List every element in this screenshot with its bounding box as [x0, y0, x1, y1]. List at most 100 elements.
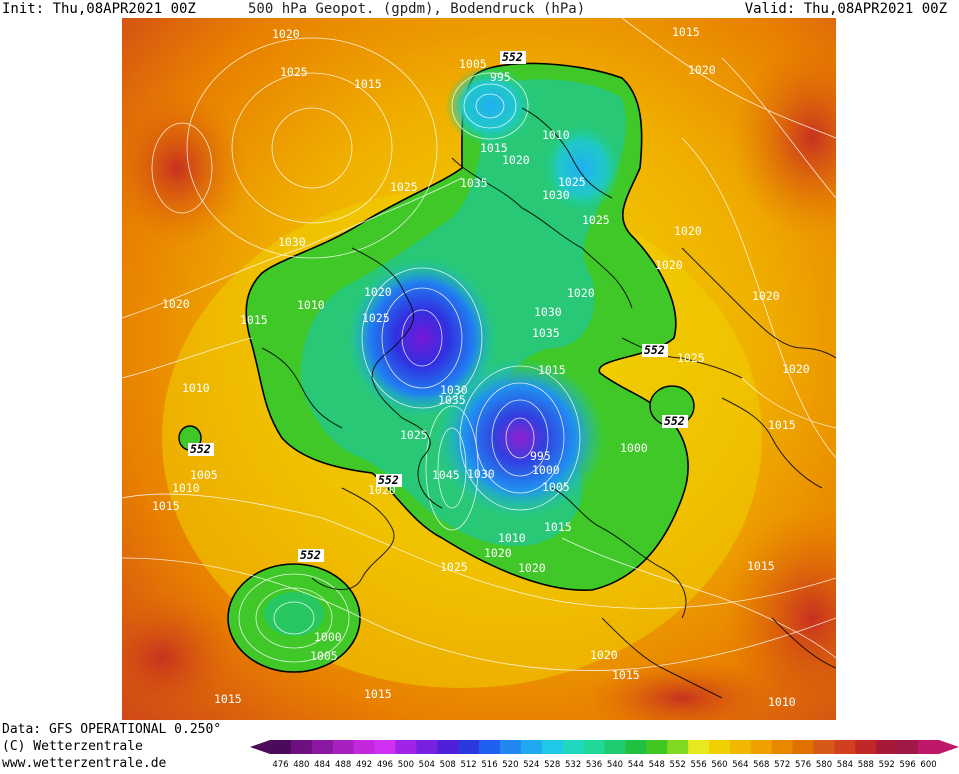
- legend-swatch: [353, 740, 376, 754]
- legend-swatch: [395, 740, 417, 754]
- valid-time-label: Valid: Thu,08APR2021 00Z: [744, 1, 947, 17]
- low-east-siberia: [435, 358, 605, 518]
- height-552-label: 552: [642, 343, 668, 357]
- pressure-label: 1010: [768, 695, 796, 709]
- legend-tick-label: 568: [753, 760, 769, 770]
- pressure-label: 1015: [768, 418, 796, 432]
- legend-tick-label: 520: [502, 760, 518, 770]
- svg-text:552: 552: [190, 442, 211, 456]
- pressure-label: 1035: [438, 393, 466, 407]
- warm-anomaly-nw: [122, 88, 247, 248]
- pressure-label: 1020: [567, 286, 595, 300]
- coastlines: [261, 107, 836, 699]
- svg-text:552: 552: [644, 343, 665, 357]
- pressure-label: 1020: [752, 289, 780, 303]
- pressure-label: 1015: [152, 499, 180, 513]
- legend-tick-label: 488: [335, 760, 351, 770]
- pressure-label: 1010: [498, 531, 526, 545]
- legend-tick-label: 592: [879, 760, 895, 770]
- pressure-label: 1020: [518, 561, 546, 575]
- pressure-label: 1030: [467, 467, 495, 481]
- pressure-label: 1015: [364, 687, 392, 701]
- pressure-label: 1030: [440, 383, 468, 397]
- legend-tick-label: 596: [900, 760, 916, 770]
- pressure-label: 1005: [310, 649, 338, 663]
- legend-tick-label: 584: [837, 760, 853, 770]
- legend-swatch: [458, 740, 480, 754]
- legend-swatch: [688, 740, 710, 754]
- legend-swatch: [834, 740, 856, 754]
- color-legend: 476 480 484 488 492 496 500 504 508 512 516 520 524 5…: [250, 736, 959, 770]
- pressure-label: 1035: [460, 176, 488, 190]
- legend-tick-label: 524: [523, 760, 539, 770]
- legend-tick-label: 580: [816, 760, 832, 770]
- legend-swatch: [479, 740, 501, 754]
- pressure-label: 1030: [542, 188, 570, 202]
- pressure-label: 1010: [542, 128, 570, 142]
- pressure-label: 1015: [538, 363, 566, 377]
- pressure-label: 1020: [272, 27, 300, 41]
- pressure-label: 1045: [432, 468, 460, 482]
- svg-text:552: 552: [378, 473, 399, 487]
- pressure-label: 1005: [190, 468, 218, 482]
- warm-anomaly-se2: [582, 658, 782, 720]
- legend-swatch: [709, 740, 731, 754]
- legend-arrow-left: [250, 740, 270, 754]
- legend-tick-label: 540: [607, 760, 623, 770]
- pressure-label: 1015: [240, 313, 268, 327]
- legend-tick-label: 508: [440, 760, 456, 770]
- legend-swatch: [646, 740, 668, 754]
- pressure-label: 1030: [534, 305, 562, 319]
- pressure-label: 1015: [612, 668, 640, 682]
- height-552-label: 552: [662, 414, 688, 428]
- pressure-label: 1025: [362, 311, 390, 325]
- legend-tick-label: 572: [774, 760, 790, 770]
- warm-anomaly-se: [722, 508, 836, 720]
- pressure-label: 1030: [278, 235, 306, 249]
- legend-tick-label: 600: [920, 760, 936, 770]
- low-north: [445, 66, 535, 146]
- website-link[interactable]: www.wetterzentrale.de: [2, 756, 167, 771]
- legend-tick-label: 544: [628, 760, 644, 770]
- pressure-label: 1015: [544, 520, 572, 534]
- legend-tick-label: 588: [858, 760, 874, 770]
- pressure-label: 1015: [672, 25, 700, 39]
- pressure-label: 1000: [620, 441, 648, 455]
- svg-text:552: 552: [300, 548, 321, 562]
- height-552-label: 552: [500, 50, 526, 64]
- legend-tick-label: 504: [419, 760, 435, 770]
- legend-swatch: [416, 740, 438, 754]
- legend-swatch: [625, 740, 647, 754]
- legend-swatch: [583, 740, 605, 754]
- copyright-label: (C) Wetterzentrale: [2, 739, 143, 754]
- pressure-label: 1000: [314, 630, 342, 644]
- legend-swatch: [604, 740, 626, 754]
- pressure-label: 1010: [172, 481, 200, 495]
- legend-swatch: [792, 740, 815, 754]
- legend-swatch: [876, 740, 898, 754]
- legend-tick-label: 560: [711, 760, 727, 770]
- legend-tick-label: 484: [314, 760, 330, 770]
- height-552-label: 552: [188, 442, 214, 456]
- pressure-label: 1015: [354, 77, 382, 91]
- pressure-label: 1015: [480, 141, 508, 155]
- legend-tick-label: 564: [732, 760, 748, 770]
- svg-text:552: 552: [502, 50, 523, 64]
- legend-swatch: [771, 740, 794, 754]
- legend-tick-label: 480: [293, 760, 309, 770]
- legend-swatch: [374, 740, 396, 754]
- legend-swatch: [520, 740, 543, 754]
- legend-swatch: [290, 740, 313, 754]
- legend-swatch: [541, 740, 564, 754]
- legend-tick-label: 528: [544, 760, 560, 770]
- pressure-label: 1020: [782, 362, 810, 376]
- legend-tick-label: 500: [398, 760, 414, 770]
- legend-swatch: [499, 740, 522, 754]
- legend-arrow-right: [939, 740, 959, 754]
- pressure-label: 1005: [459, 57, 487, 71]
- pressure-label: 1005: [542, 480, 570, 494]
- warm-anomaly-sw: [122, 588, 242, 720]
- legend-tick-label: 532: [565, 760, 581, 770]
- pressure-label: 1035: [532, 326, 560, 340]
- pressure-label: 1015: [747, 559, 775, 573]
